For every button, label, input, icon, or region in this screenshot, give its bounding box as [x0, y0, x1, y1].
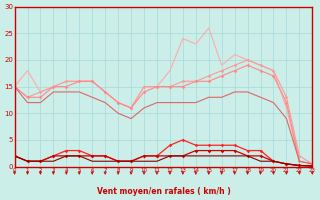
X-axis label: Vent moyen/en rafales ( km/h ): Vent moyen/en rafales ( km/h )	[97, 187, 230, 196]
